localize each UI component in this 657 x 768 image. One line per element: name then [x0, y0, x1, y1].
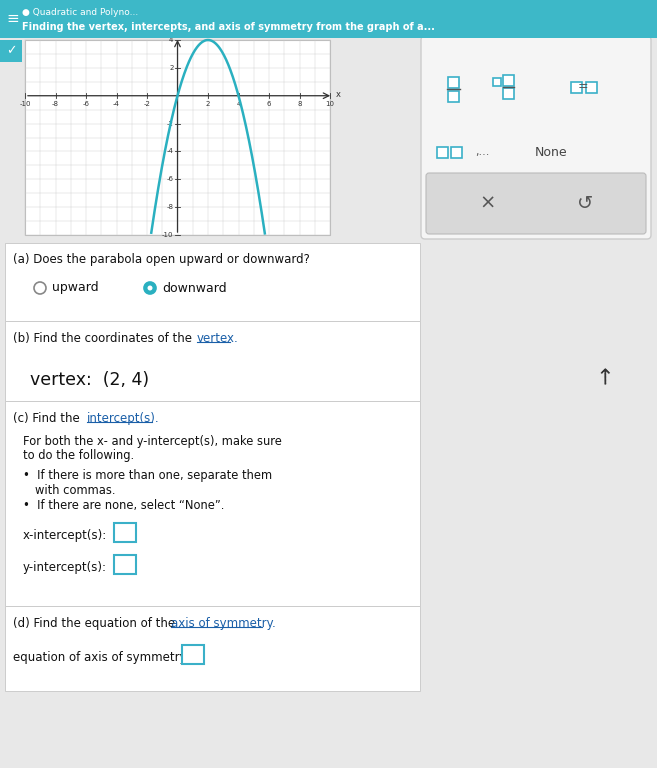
Text: 6: 6: [267, 101, 271, 107]
Text: to do the following.: to do the following.: [23, 449, 134, 462]
Text: x-intercept(s):: x-intercept(s):: [23, 529, 107, 542]
Text: -10: -10: [162, 232, 173, 238]
FancyBboxPatch shape: [503, 88, 514, 99]
FancyBboxPatch shape: [5, 401, 420, 606]
FancyBboxPatch shape: [114, 555, 136, 574]
Text: upward: upward: [52, 282, 99, 294]
Text: 10: 10: [325, 101, 334, 107]
Text: x: x: [336, 90, 341, 99]
Text: 4: 4: [237, 101, 240, 107]
Text: (c) Find the: (c) Find the: [13, 412, 83, 425]
Text: with commas.: with commas.: [35, 484, 116, 497]
Text: axis of symmetry.: axis of symmetry.: [171, 617, 276, 630]
FancyBboxPatch shape: [451, 147, 462, 158]
Text: equation of axis of symmetry:: equation of axis of symmetry:: [13, 651, 190, 664]
Text: (a) Does the parabola open upward or downward?: (a) Does the parabola open upward or dow…: [13, 253, 310, 266]
FancyBboxPatch shape: [5, 321, 420, 401]
FancyBboxPatch shape: [426, 173, 646, 234]
FancyBboxPatch shape: [0, 0, 657, 38]
Text: ↖: ↖: [590, 365, 618, 392]
Text: 2: 2: [169, 65, 173, 71]
Text: vertex.: vertex.: [197, 332, 238, 345]
FancyBboxPatch shape: [447, 91, 459, 102]
Text: •  If there is more than one, separate them: • If there is more than one, separate th…: [23, 469, 272, 482]
Text: intercept(s).: intercept(s).: [87, 412, 160, 425]
FancyBboxPatch shape: [25, 40, 330, 235]
Text: downward: downward: [162, 282, 227, 294]
Text: (d) Find the equation of the: (d) Find the equation of the: [13, 617, 179, 630]
Text: (b) Find the coordinates of the: (b) Find the coordinates of the: [13, 332, 196, 345]
FancyBboxPatch shape: [571, 81, 581, 92]
Text: -4: -4: [113, 101, 120, 107]
FancyBboxPatch shape: [182, 645, 204, 664]
Text: Finding the vertex, intercepts, and axis of symmetry from the graph of a...: Finding the vertex, intercepts, and axis…: [22, 22, 435, 32]
FancyBboxPatch shape: [503, 75, 514, 86]
Text: ≡: ≡: [6, 12, 19, 27]
Text: y-intercept(s):: y-intercept(s):: [23, 561, 107, 574]
FancyBboxPatch shape: [5, 606, 420, 691]
FancyBboxPatch shape: [437, 147, 448, 158]
Text: For both the x- and y-intercept(s), make sure: For both the x- and y-intercept(s), make…: [23, 435, 282, 448]
FancyBboxPatch shape: [493, 78, 501, 86]
FancyBboxPatch shape: [421, 36, 651, 239]
Text: 8: 8: [297, 101, 302, 107]
Circle shape: [144, 282, 156, 294]
FancyBboxPatch shape: [586, 81, 597, 92]
Text: ×: ×: [479, 194, 495, 213]
FancyBboxPatch shape: [5, 243, 420, 321]
Text: ✓: ✓: [6, 45, 16, 58]
Text: =: =: [578, 81, 588, 94]
FancyBboxPatch shape: [447, 77, 459, 88]
Text: •  If there are none, select “None”.: • If there are none, select “None”.: [23, 499, 225, 512]
Text: -2: -2: [167, 121, 173, 127]
Text: -6: -6: [83, 101, 89, 107]
Text: -8: -8: [166, 204, 173, 210]
Text: y: y: [176, 26, 181, 35]
FancyBboxPatch shape: [114, 523, 136, 542]
Text: 2: 2: [206, 101, 210, 107]
FancyBboxPatch shape: [0, 40, 22, 62]
Text: ↺: ↺: [577, 194, 593, 213]
Text: ,...: ,...: [475, 147, 489, 157]
Text: -8: -8: [52, 101, 59, 107]
Circle shape: [148, 286, 152, 290]
Text: ● Quadratic and Polyno...: ● Quadratic and Polyno...: [22, 8, 138, 17]
Text: None: None: [535, 145, 568, 158]
Text: vertex:  (2, 4): vertex: (2, 4): [30, 371, 149, 389]
Text: -4: -4: [167, 148, 173, 154]
Text: -10: -10: [19, 101, 31, 107]
Text: 4: 4: [169, 37, 173, 43]
Text: -6: -6: [166, 177, 173, 182]
Text: -2: -2: [144, 101, 150, 107]
